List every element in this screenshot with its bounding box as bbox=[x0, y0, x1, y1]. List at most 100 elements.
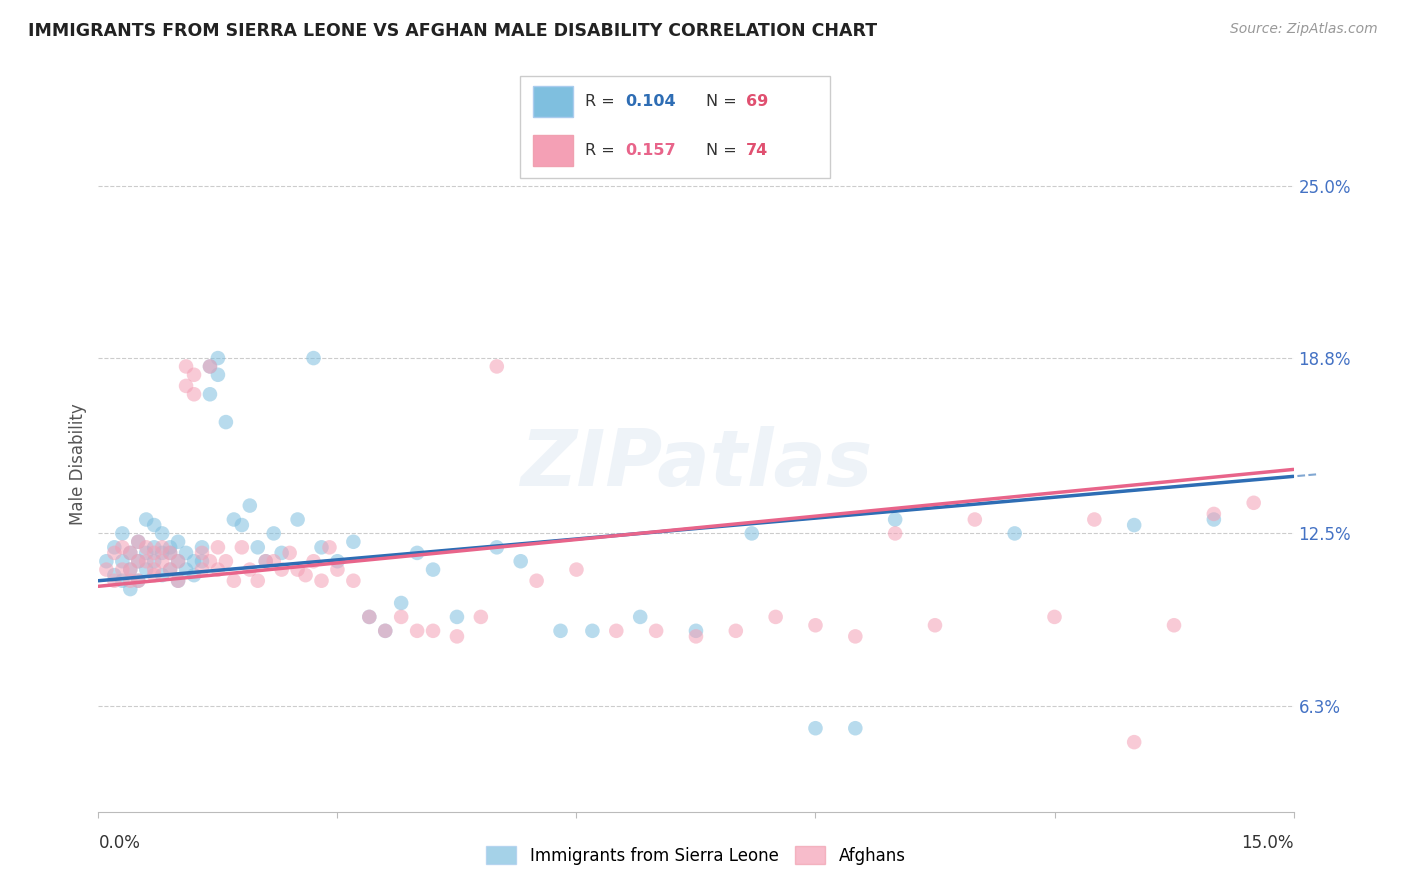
Point bbox=[685, 624, 707, 638]
Text: N =: N = bbox=[706, 94, 742, 109]
Point bbox=[263, 554, 285, 568]
Point bbox=[143, 563, 166, 577]
Point bbox=[215, 415, 238, 429]
Point bbox=[183, 554, 205, 568]
Point bbox=[254, 554, 277, 568]
Point bbox=[103, 541, 125, 555]
Point bbox=[198, 359, 221, 374]
Point bbox=[207, 563, 229, 577]
Text: R =: R = bbox=[585, 94, 620, 109]
Point bbox=[924, 618, 946, 632]
Text: 15.0%: 15.0% bbox=[1241, 834, 1294, 852]
Point bbox=[685, 629, 707, 643]
Point bbox=[222, 512, 245, 526]
Point bbox=[96, 563, 118, 577]
Point bbox=[183, 387, 205, 401]
Point bbox=[359, 610, 381, 624]
Point bbox=[103, 568, 125, 582]
Text: 74: 74 bbox=[747, 144, 768, 158]
Point bbox=[120, 563, 142, 577]
Point bbox=[1163, 618, 1185, 632]
Point bbox=[103, 546, 125, 560]
Point bbox=[143, 546, 166, 560]
Text: IMMIGRANTS FROM SIERRA LEONE VS AFGHAN MALE DISABILITY CORRELATION CHART: IMMIGRANTS FROM SIERRA LEONE VS AFGHAN M… bbox=[28, 22, 877, 40]
Text: ZIPatlas: ZIPatlas bbox=[520, 425, 872, 502]
Point bbox=[844, 629, 866, 643]
Point bbox=[135, 546, 157, 560]
Point bbox=[191, 563, 214, 577]
Point bbox=[207, 351, 229, 365]
Point bbox=[191, 554, 214, 568]
Point bbox=[111, 526, 134, 541]
Point bbox=[174, 546, 197, 560]
Point bbox=[485, 541, 508, 555]
Point bbox=[1123, 518, 1146, 533]
Point bbox=[509, 554, 531, 568]
Text: R =: R = bbox=[585, 144, 620, 158]
Point bbox=[111, 541, 134, 555]
Point bbox=[231, 541, 253, 555]
Point bbox=[270, 563, 292, 577]
Point bbox=[485, 359, 508, 374]
Point bbox=[246, 541, 269, 555]
FancyBboxPatch shape bbox=[533, 87, 572, 117]
Point bbox=[135, 541, 157, 555]
Point bbox=[963, 512, 986, 526]
Point bbox=[198, 359, 221, 374]
Point bbox=[111, 563, 134, 577]
Point bbox=[159, 546, 181, 560]
Point bbox=[127, 554, 149, 568]
Point bbox=[287, 512, 309, 526]
Point bbox=[174, 563, 197, 577]
Point bbox=[198, 387, 221, 401]
Text: Source: ZipAtlas.com: Source: ZipAtlas.com bbox=[1230, 22, 1378, 37]
Text: 69: 69 bbox=[747, 94, 768, 109]
Point bbox=[311, 541, 333, 555]
Legend: Immigrants from Sierra Leone, Afghans: Immigrants from Sierra Leone, Afghans bbox=[478, 838, 914, 873]
Point bbox=[135, 512, 157, 526]
Point bbox=[120, 546, 142, 560]
Point bbox=[374, 624, 396, 638]
Point bbox=[215, 554, 238, 568]
Point bbox=[389, 596, 412, 610]
Point bbox=[127, 534, 149, 549]
Point bbox=[127, 574, 149, 588]
Point bbox=[150, 554, 173, 568]
Point bbox=[207, 541, 229, 555]
Point bbox=[159, 563, 181, 577]
Point bbox=[183, 568, 205, 582]
Point bbox=[159, 541, 181, 555]
Point bbox=[342, 534, 364, 549]
Point bbox=[278, 546, 301, 560]
Point bbox=[804, 721, 827, 735]
Point bbox=[127, 574, 149, 588]
Point bbox=[135, 563, 157, 577]
Point bbox=[150, 526, 173, 541]
Point bbox=[1243, 496, 1265, 510]
Point bbox=[605, 624, 627, 638]
Text: N =: N = bbox=[706, 144, 742, 158]
Point bbox=[191, 541, 214, 555]
Point bbox=[1083, 512, 1105, 526]
Point bbox=[222, 574, 245, 588]
Point bbox=[143, 541, 166, 555]
Point bbox=[374, 624, 396, 638]
FancyBboxPatch shape bbox=[520, 76, 830, 178]
Point bbox=[174, 359, 197, 374]
Point bbox=[287, 563, 309, 577]
Point bbox=[127, 554, 149, 568]
Point bbox=[167, 574, 190, 588]
Point bbox=[526, 574, 548, 588]
Point bbox=[1123, 735, 1146, 749]
Point bbox=[174, 379, 197, 393]
Point bbox=[135, 554, 157, 568]
Point bbox=[150, 546, 173, 560]
Point bbox=[150, 541, 173, 555]
Point bbox=[446, 610, 468, 624]
Point bbox=[302, 351, 325, 365]
Point bbox=[1004, 526, 1026, 541]
Point bbox=[406, 624, 429, 638]
Point bbox=[198, 554, 221, 568]
Point bbox=[191, 546, 214, 560]
Point bbox=[143, 518, 166, 533]
